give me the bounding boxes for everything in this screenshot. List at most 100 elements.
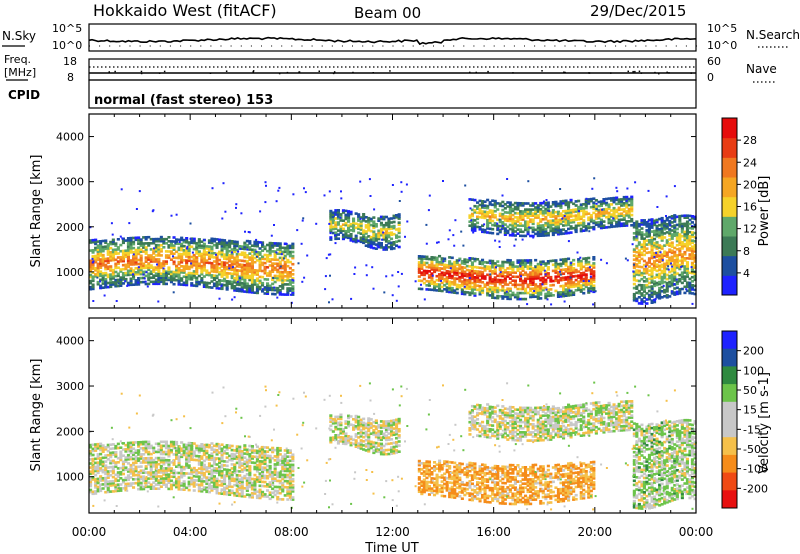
echo-cell: [238, 245, 242, 248]
echo-cell: [91, 271, 95, 274]
echo-cell: [516, 269, 520, 272]
echo-cell: [625, 197, 629, 201]
echo-cell: [625, 199, 628, 202]
echo-cell: [157, 246, 161, 249]
echo-cell: [478, 260, 482, 263]
echo-cell: [642, 269, 646, 273]
echo-cell: [642, 284, 646, 287]
echo-cell: [660, 253, 664, 256]
echo-cell: [94, 256, 98, 260]
echo-cell: [551, 269, 555, 273]
echo-cell: [665, 253, 669, 256]
echo-cell: [546, 294, 550, 298]
echo-cell: [239, 277, 241, 280]
echo-cell: [632, 236, 636, 239]
echo-cell: [645, 283, 649, 287]
echo-cell: [235, 242, 239, 246]
echo-cell: [275, 200, 278, 203]
echo-cell: [200, 463, 204, 466]
echo-cell: [104, 484, 108, 488]
echo-cell: [382, 215, 386, 219]
echo-cell: [640, 288, 644, 291]
echo-cell: [212, 278, 216, 281]
echo-cell: [210, 480, 214, 484]
echo-cell: [210, 456, 214, 459]
echo-cell: [190, 480, 194, 484]
echo-cell: [582, 211, 586, 214]
echo-cell: [119, 466, 123, 470]
echo-cell: [650, 218, 654, 221]
echo-cell: [645, 243, 649, 246]
echo-cell: [331, 217, 335, 221]
echo-cell: [182, 465, 186, 469]
echo-cell: [513, 283, 517, 287]
echo-cell: [225, 280, 229, 283]
echo-cell: [433, 284, 437, 288]
echo-cell: [192, 272, 196, 275]
echo-cell: [89, 476, 93, 480]
echo-cell: [114, 270, 118, 274]
echo-cell: [534, 206, 538, 209]
echo-cell: [190, 237, 194, 240]
echo-cell: [202, 459, 206, 463]
echo-cell: [506, 261, 510, 264]
echo-cell: [688, 230, 692, 234]
echo-cell: [167, 465, 171, 468]
echo-cell: [632, 238, 636, 241]
echo-cell: [493, 270, 497, 273]
echo-cell: [167, 481, 171, 484]
echo-cell: [635, 259, 639, 262]
echo-cell: [162, 467, 166, 470]
echo-cell: [91, 283, 95, 287]
echo-cell: [665, 195, 668, 198]
echo-cell: [496, 274, 500, 278]
echo-cell: [271, 268, 275, 271]
echo-cell: [260, 241, 263, 244]
echo-cell: [503, 217, 507, 220]
freq-speck: [278, 72, 281, 75]
echo-cell: [670, 292, 674, 295]
echo-cell: [496, 218, 500, 221]
echo-cell: [197, 477, 201, 481]
echo-cell: [617, 222, 621, 226]
echo-cell: [291, 285, 295, 288]
echo-cell: [478, 280, 482, 284]
echo-cell: [438, 289, 442, 292]
echo-cell: [567, 279, 571, 283]
echo-cell: [106, 245, 110, 248]
echo-cell: [152, 460, 156, 464]
echo-cell: [273, 274, 277, 278]
echo-cell: [435, 283, 439, 286]
echo-cell: [660, 239, 664, 242]
echo-cell: [215, 238, 219, 241]
echo-cell: [635, 287, 639, 290]
echo-cell: [218, 270, 222, 274]
echo-cell: [162, 276, 166, 280]
echo-cell: [137, 459, 141, 462]
echo-cell: [511, 228, 515, 231]
echo-cell: [154, 246, 158, 249]
echo-cell: [387, 227, 391, 231]
echo-cell: [488, 227, 492, 231]
echo-cell: [195, 266, 199, 269]
echo-cell: [453, 244, 456, 247]
echo-cell: [210, 446, 214, 449]
echo-cell: [283, 268, 287, 272]
echo-cell: [162, 282, 166, 286]
echo-cell: [493, 209, 497, 213]
echo-cell: [149, 452, 153, 456]
echo-cell: [352, 237, 356, 241]
echo-cell: [645, 239, 649, 242]
echo-cell: [134, 473, 138, 477]
echo-cell: [651, 287, 654, 290]
echo-cell: [215, 262, 219, 266]
echo-cell: [200, 256, 204, 260]
echo-cell: [230, 282, 234, 286]
echo-cell: [519, 267, 523, 270]
echo-cell: [688, 214, 692, 218]
echo-cell: [544, 215, 548, 219]
echo-cell: [519, 271, 523, 275]
echo-cell: [124, 468, 128, 471]
echo-cell: [589, 264, 593, 268]
echo-cell: [678, 223, 682, 226]
